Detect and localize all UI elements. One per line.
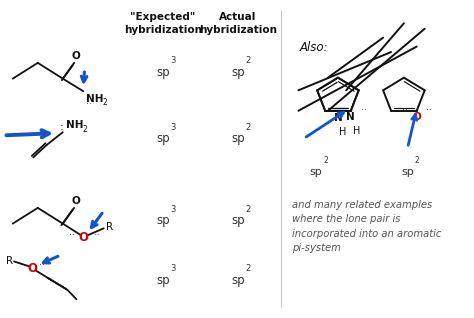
Text: sp: sp xyxy=(310,167,322,176)
Text: :: : xyxy=(60,121,64,132)
Text: O: O xyxy=(27,262,37,275)
Text: 2: 2 xyxy=(245,56,250,66)
Text: ··: ·· xyxy=(402,106,408,115)
Text: H: H xyxy=(339,127,346,137)
Text: ··: ·· xyxy=(361,106,366,115)
Text: sp: sp xyxy=(231,214,245,227)
Text: sp: sp xyxy=(231,132,245,145)
Text: H: H xyxy=(353,126,360,136)
Text: ··: ·· xyxy=(426,106,431,115)
Text: sp: sp xyxy=(156,66,170,79)
Text: 3: 3 xyxy=(170,265,175,273)
Text: sp: sp xyxy=(156,214,170,227)
Text: 2: 2 xyxy=(103,98,108,107)
Text: sp: sp xyxy=(231,274,245,287)
Text: 2: 2 xyxy=(82,125,87,135)
Text: 3: 3 xyxy=(170,56,175,66)
Text: ··: ·· xyxy=(91,231,99,240)
Text: Also:: Also: xyxy=(299,41,328,54)
Text: R: R xyxy=(106,222,113,232)
Text: NH: NH xyxy=(66,120,83,130)
Text: and many related examples
where the lone pair is
incorporated into an aromatic
p: and many related examples where the lone… xyxy=(292,200,441,253)
Text: 2: 2 xyxy=(323,156,328,165)
Text: 2: 2 xyxy=(245,122,250,132)
Text: Actual
hybridization: Actual hybridization xyxy=(199,12,277,35)
Text: O: O xyxy=(71,51,80,61)
Text: O: O xyxy=(412,112,421,122)
Text: ··: ·· xyxy=(69,231,77,240)
Text: sp: sp xyxy=(231,66,245,79)
Text: "Expected"
hybridization: "Expected" hybridization xyxy=(124,12,202,35)
Text: O: O xyxy=(71,196,80,206)
Text: O: O xyxy=(79,231,89,244)
Text: sp: sp xyxy=(156,274,170,287)
Text: ··: ·· xyxy=(86,100,92,109)
Text: 2: 2 xyxy=(415,156,419,165)
Text: ··: ·· xyxy=(348,107,353,116)
Text: N: N xyxy=(346,112,355,122)
Text: R: R xyxy=(6,256,13,266)
Text: sp: sp xyxy=(156,132,170,145)
Text: 2: 2 xyxy=(245,204,250,213)
Text: 3: 3 xyxy=(170,122,175,132)
Text: ··: ·· xyxy=(20,261,26,270)
Text: N: N xyxy=(334,113,342,123)
Text: ··: ·· xyxy=(39,261,45,270)
Text: NH: NH xyxy=(86,94,104,104)
Text: 3: 3 xyxy=(170,204,175,213)
Text: 2: 2 xyxy=(245,265,250,273)
Text: sp: sp xyxy=(401,167,414,176)
